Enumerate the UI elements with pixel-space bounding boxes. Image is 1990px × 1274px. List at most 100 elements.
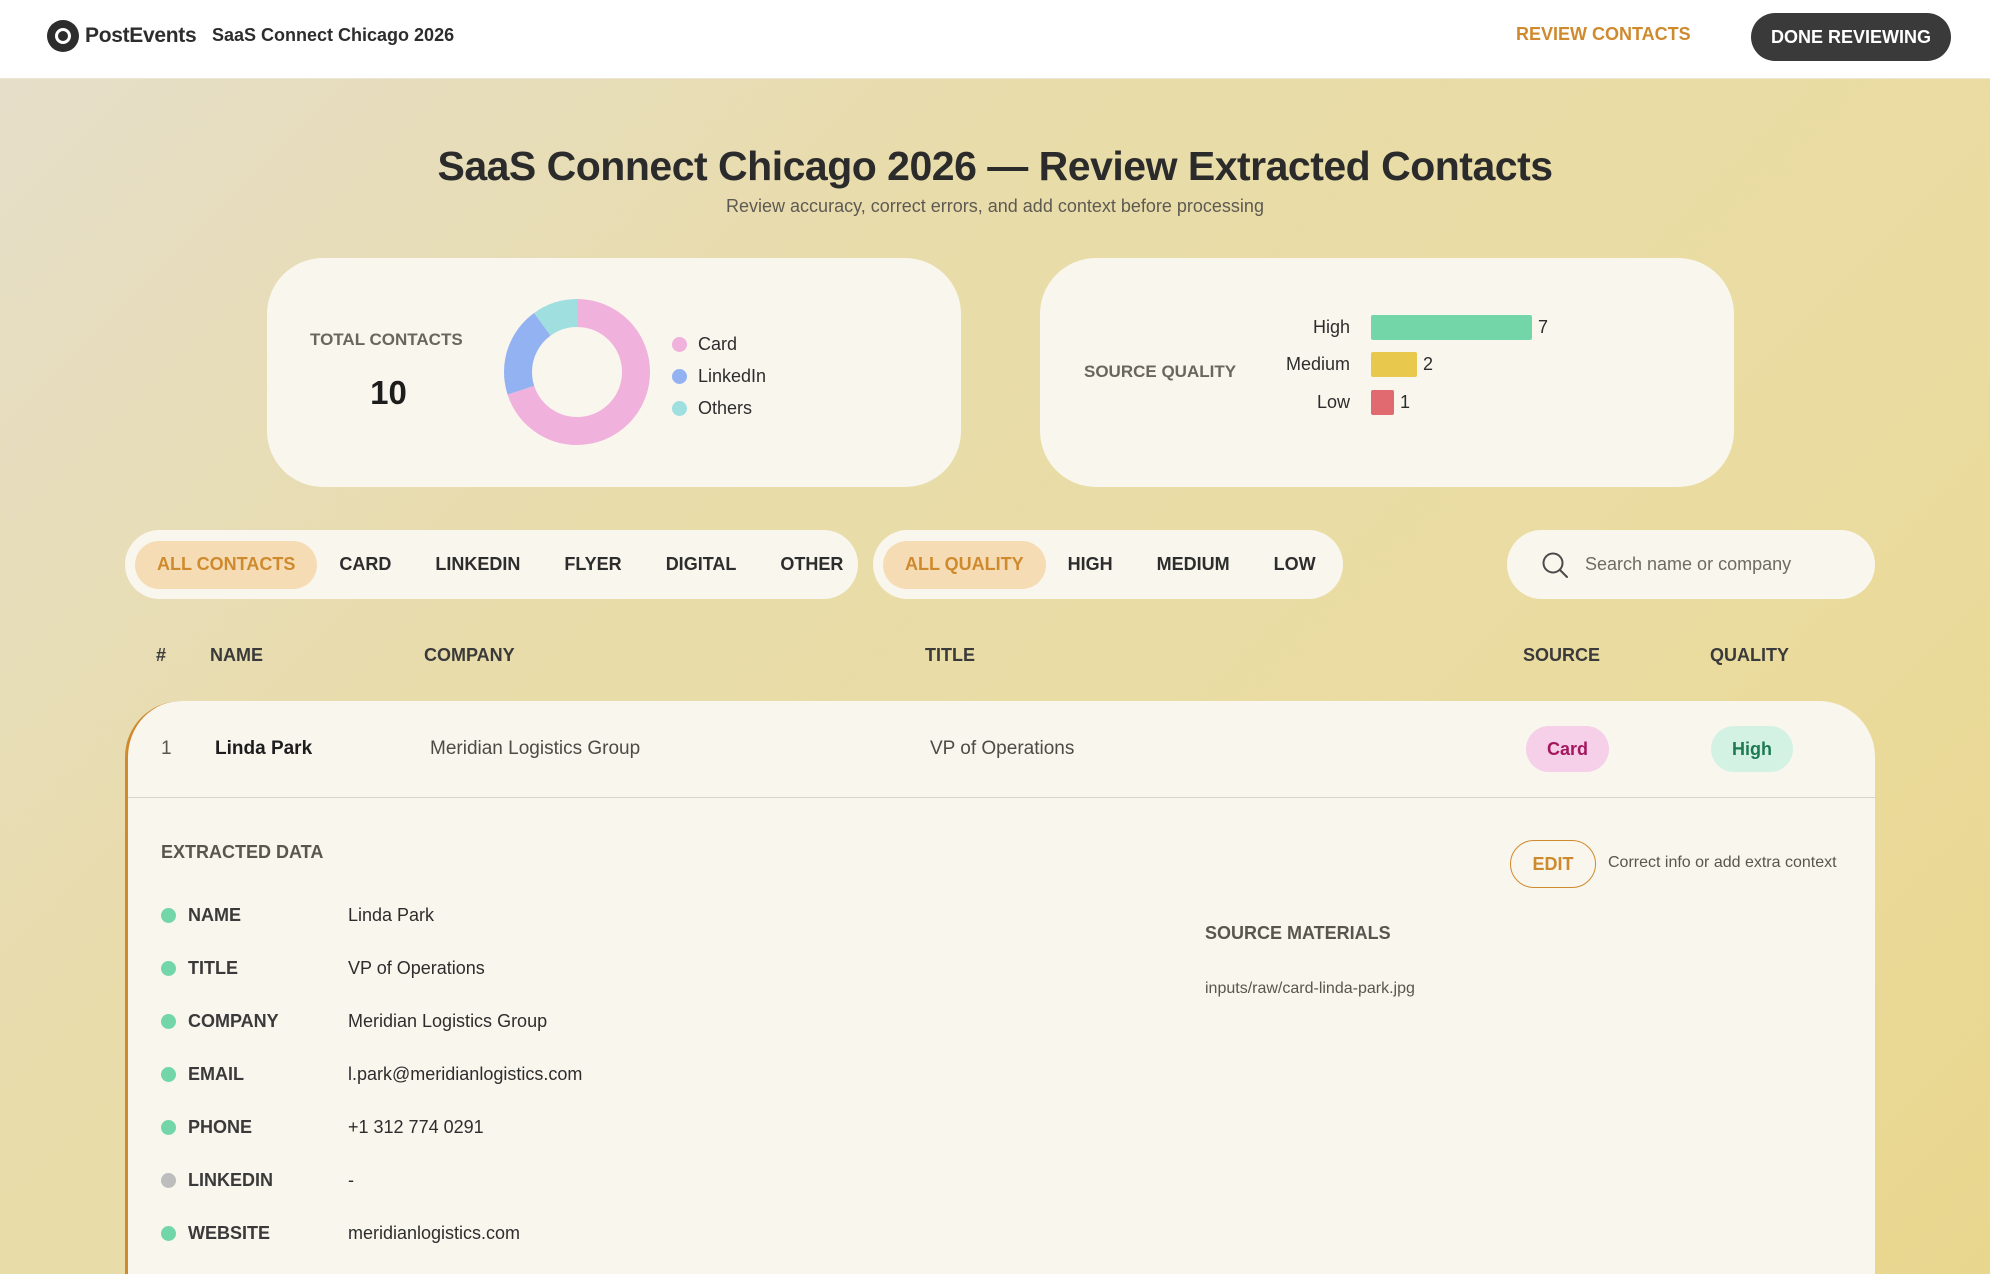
status-dot-icon [161, 907, 176, 923]
bar-row-medium: Medium 2 [1230, 352, 1433, 378]
field-row-linkedin: LINKEDIN - [161, 1165, 354, 1195]
postevents-logo-icon [47, 20, 79, 52]
filter-card[interactable]: CARD [339, 554, 392, 574]
field-value: Meridian Logistics Group [348, 1010, 548, 1031]
done-reviewing-button[interactable]: DONE REVIEWING [1751, 13, 1951, 61]
total-contacts-card: TOTAL CONTACTS 10 Card LinkedIn Others [267, 258, 961, 487]
source-file-link[interactable]: inputs/raw/card-linda-park.jpg [1205, 980, 1415, 997]
bar-category-label: Low [1316, 391, 1350, 412]
filter-all-contacts[interactable]: ALL CONTACTS [135, 540, 318, 589]
column-header-source[interactable]: SOURCE [1523, 645, 1601, 665]
bar-high [1371, 314, 1532, 340]
logo-text: PostEvents [85, 24, 197, 47]
field-row-name: NAME Linda Park [161, 900, 434, 930]
column-header-quality[interactable]: QUALITY [1710, 645, 1789, 665]
filter-low[interactable]: LOW [1273, 554, 1316, 574]
contact-row-expanded: 1 Linda Park Meridian Logistics Group VP… [125, 701, 1875, 1274]
search-box [1507, 530, 1875, 599]
row-title: VP of Operations [930, 738, 1075, 759]
source-quality-card: SOURCE QUALITY High 7 Medium 2 Low 1 [1040, 258, 1734, 487]
source-filter-bar: ALL CONTACTS CARD LINKEDIN FLYER DIGITAL… [125, 530, 858, 599]
filter-flyer[interactable]: FLYER [564, 554, 622, 574]
field-label: WEBSITE [188, 1222, 271, 1243]
legend-dot-icon [672, 368, 687, 384]
bar-value-label: 2 [1423, 354, 1434, 374]
filter-medium[interactable]: MEDIUM [1156, 554, 1230, 574]
field-value: +1 312 774 0291 [348, 1116, 484, 1137]
legend-item-others: Others [672, 392, 766, 424]
field-value: l.park@meridianlogistics.com [348, 1063, 583, 1084]
bar-category-label: Medium [1285, 354, 1350, 374]
quality-bar-chart: High 7 Medium 2 Low 1 [1230, 314, 1630, 434]
source-badge: Card [1526, 726, 1610, 772]
legend-label: LinkedIn [698, 365, 767, 386]
page-subtitle: Review accuracy, correct errors, and add… [726, 196, 1264, 216]
bar-category-label: High [1312, 316, 1350, 337]
filter-other[interactable]: OTHER [780, 554, 844, 574]
edit-hint: Correct info or add extra context [1608, 854, 1837, 871]
source-materials-title: SOURCE MATERIALS [1205, 923, 1391, 943]
bar-row-low: Low 1 [1230, 389, 1410, 415]
filter-all-quality[interactable]: ALL QUALITY [883, 540, 1046, 589]
field-value: VP of Operations [348, 957, 485, 978]
total-contacts-value: 10 [370, 374, 407, 411]
row-number: 1 [161, 738, 172, 759]
legend-label: Card [698, 333, 738, 354]
total-contacts-label: TOTAL CONTACTS [310, 330, 463, 349]
column-header-number: # [156, 645, 167, 665]
filter-high[interactable]: HIGH [1067, 554, 1113, 574]
field-label: COMPANY [188, 1010, 279, 1031]
status-dot-icon [161, 960, 176, 976]
quality-filter-bar: ALL QUALITY HIGH MEDIUM LOW [873, 530, 1343, 599]
legend-dot-icon [672, 400, 687, 416]
column-header-title[interactable]: TITLE [925, 645, 975, 665]
field-label: LINKEDIN [188, 1169, 273, 1190]
field-label: TITLE [188, 957, 238, 978]
field-row-company: COMPANY Meridian Logistics Group [161, 1006, 547, 1036]
column-header-name[interactable]: NAME [210, 645, 263, 665]
bar-row-high: High 7 [1230, 314, 1548, 340]
legend-dot-icon [672, 336, 687, 352]
status-dot-icon [161, 1225, 176, 1241]
table-row[interactable]: 1 Linda Park Meridian Logistics Group VP… [128, 701, 1875, 798]
row-company: Meridian Logistics Group [430, 738, 641, 759]
bar-medium [1371, 352, 1417, 377]
field-label: PHONE [188, 1116, 253, 1137]
filter-digital[interactable]: DIGITAL [665, 554, 737, 574]
bar-low [1371, 389, 1394, 415]
field-value: Linda Park [348, 904, 435, 925]
top-bar: PostEvents SaaS Connect Chicago 2026 REV… [0, 0, 1990, 79]
page-title: SaaS Connect Chicago 2026 — Review Extra… [437, 143, 1553, 189]
field-row-title: TITLE VP of Operations [161, 953, 485, 983]
event-name: SaaS Connect Chicago 2026 [212, 25, 455, 45]
field-row-phone: PHONE +1 312 774 0291 [161, 1112, 484, 1142]
legend-item-linkedin: LinkedIn [672, 360, 766, 392]
filter-linkedin[interactable]: LINKEDIN [435, 554, 521, 574]
bar-value-label: 7 [1538, 316, 1549, 337]
source-quality-label: SOURCE QUALITY [1084, 362, 1237, 381]
edit-button[interactable]: EDIT [1510, 840, 1596, 888]
app-logo[interactable]: PostEvents [47, 20, 197, 52]
legend-label: Others [698, 397, 753, 418]
quality-badge: High [1711, 726, 1793, 772]
status-dot-icon [161, 1013, 176, 1029]
source-donut-chart [504, 299, 650, 445]
bar-value-label: 1 [1400, 391, 1411, 412]
field-label: EMAIL [188, 1063, 244, 1084]
field-row-email: EMAIL l.park@meridianlogistics.com [161, 1059, 582, 1089]
field-value: meridianlogistics.com [348, 1222, 521, 1243]
field-label: NAME [188, 904, 241, 925]
donut-legend: Card LinkedIn Others [672, 328, 766, 424]
row-name: Linda Park [215, 738, 313, 759]
review-contacts-link[interactable]: REVIEW CONTACTS [1516, 24, 1691, 44]
status-dot-icon [161, 1172, 176, 1188]
legend-item-card: Card [672, 328, 766, 360]
column-header-company[interactable]: COMPANY [424, 645, 515, 665]
search-input[interactable] [1585, 554, 1865, 575]
status-dot-icon [161, 1119, 176, 1135]
donut-slice-card [504, 299, 650, 445]
search-icon [1542, 552, 1568, 578]
donut-slice-linkedin [504, 299, 650, 445]
status-dot-icon [161, 1066, 176, 1082]
field-value: - [348, 1169, 354, 1190]
